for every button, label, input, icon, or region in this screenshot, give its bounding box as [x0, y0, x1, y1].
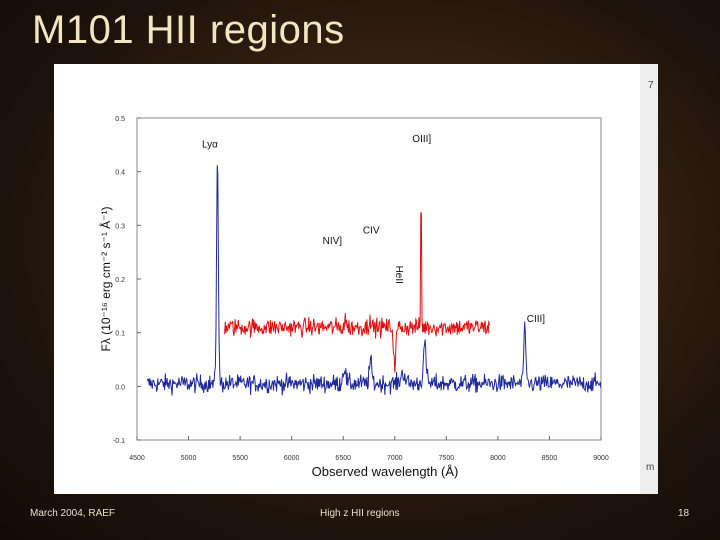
footer-date: March 2004, RAEF [30, 508, 116, 519]
x-tick-label: 6500 [335, 455, 351, 462]
slide-title: M101 HII regions [32, 8, 345, 52]
annotations-group: Lyα OIII] CIV NIV] HeII CIII] [202, 134, 545, 325]
figure-panel-edge [640, 64, 658, 494]
series-line-1 [224, 212, 490, 373]
x-tick-label: 8500 [542, 455, 558, 462]
x-tick-label: 5500 [232, 455, 248, 462]
y-tick-label: 0.4 [115, 170, 125, 177]
line-annotation: CIII] [527, 314, 546, 325]
y-tick-label: 0.3 [115, 223, 125, 230]
edge-fragment-top: 7 [648, 80, 654, 91]
axis-ticks: 4500 5000 5500 6000 6500 7000 7500 8000 8500 9000… [113, 116, 609, 462]
x-axis-label: Observed wavelength (Å) [312, 464, 459, 479]
line-annotation: OIII] [412, 134, 431, 145]
x-tick-label: 8000 [490, 455, 506, 462]
x-tick-label: 5000 [181, 455, 197, 462]
line-annotation: Lyα [202, 140, 218, 151]
edge-fragment-bottom: m [646, 462, 655, 473]
line-annotation: NIV] [323, 236, 343, 247]
series-line-0 [146, 165, 602, 396]
line-annotation: CIV [363, 225, 380, 236]
x-tick-label: 4500 [129, 455, 145, 462]
y-tick-label: 0.2 [115, 277, 125, 284]
series-group [146, 165, 602, 396]
y-tick-label: 0.5 [115, 116, 125, 123]
plot-area [136, 117, 602, 441]
y-tick-label: 0.1 [115, 331, 125, 338]
footer-topic: High z HII regions [320, 508, 400, 519]
y-axis-label: Fλ (10⁻¹⁶ erg cm⁻² s⁻¹ Å⁻¹) [98, 207, 113, 352]
x-tick-label: 6000 [284, 455, 300, 462]
x-tick-label: 7500 [439, 455, 455, 462]
line-annotation: HeII [393, 266, 404, 284]
y-tick-label: 0.0 [115, 384, 125, 391]
x-tick-label: 9000 [593, 455, 609, 462]
x-tick-label: 7000 [387, 455, 403, 462]
y-tick-label: -0.1 [113, 438, 125, 445]
page-number: 18 [678, 508, 690, 519]
